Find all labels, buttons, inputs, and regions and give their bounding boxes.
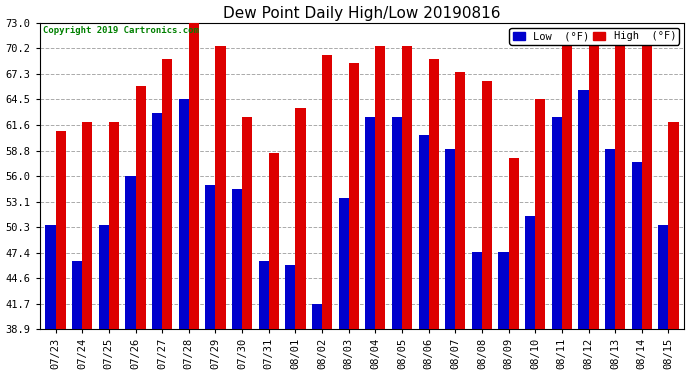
- Legend: Low  (°F), High  (°F): Low (°F), High (°F): [509, 28, 679, 45]
- Bar: [285, 266, 295, 329]
- Bar: [46, 225, 56, 329]
- Bar: [525, 216, 535, 329]
- Bar: [509, 158, 519, 329]
- Bar: [562, 45, 572, 329]
- Bar: [268, 153, 279, 329]
- Bar: [535, 99, 545, 329]
- Bar: [206, 184, 215, 329]
- Bar: [348, 63, 359, 329]
- Bar: [322, 54, 332, 329]
- Bar: [428, 59, 439, 329]
- Bar: [82, 122, 92, 329]
- Bar: [455, 72, 465, 329]
- Bar: [295, 108, 306, 329]
- Bar: [56, 131, 66, 329]
- Bar: [242, 117, 253, 329]
- Bar: [392, 117, 402, 329]
- Bar: [126, 176, 135, 329]
- Bar: [402, 45, 412, 329]
- Bar: [605, 149, 615, 329]
- Bar: [615, 45, 625, 329]
- Bar: [642, 45, 652, 329]
- Bar: [312, 304, 322, 329]
- Bar: [99, 225, 109, 329]
- Bar: [552, 117, 562, 329]
- Bar: [589, 41, 599, 329]
- Bar: [152, 113, 162, 329]
- Bar: [578, 90, 589, 329]
- Bar: [232, 189, 242, 329]
- Bar: [259, 261, 268, 329]
- Bar: [215, 45, 226, 329]
- Bar: [482, 81, 492, 329]
- Bar: [179, 99, 189, 329]
- Bar: [658, 225, 669, 329]
- Bar: [72, 261, 82, 329]
- Bar: [472, 252, 482, 329]
- Bar: [135, 86, 146, 329]
- Bar: [631, 162, 642, 329]
- Text: Copyright 2019 Cartronics.com: Copyright 2019 Cartronics.com: [43, 26, 199, 35]
- Bar: [339, 198, 348, 329]
- Title: Dew Point Daily High/Low 20190816: Dew Point Daily High/Low 20190816: [224, 6, 501, 21]
- Bar: [669, 122, 678, 329]
- Bar: [189, 19, 199, 329]
- Bar: [419, 135, 428, 329]
- Bar: [109, 122, 119, 329]
- Bar: [162, 59, 172, 329]
- Bar: [375, 45, 386, 329]
- Bar: [498, 252, 509, 329]
- Bar: [445, 149, 455, 329]
- Bar: [365, 117, 375, 329]
